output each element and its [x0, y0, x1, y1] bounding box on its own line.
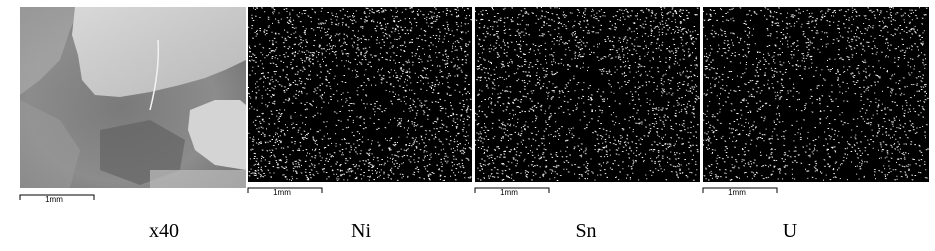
sem-image	[20, 7, 246, 188]
scale-bar	[702, 187, 778, 193]
panel-caption: U	[783, 220, 798, 242]
scale-bar	[474, 187, 550, 193]
panel-caption: Sn	[575, 220, 596, 242]
scale-label: 1mm	[500, 188, 518, 197]
panel-caption: Ni	[351, 220, 371, 242]
scale-bar	[247, 187, 323, 193]
panel-caption: x40	[149, 220, 179, 242]
element-dots	[703, 7, 929, 181]
scale-label: 1mm	[45, 195, 63, 204]
dot-maps	[248, 7, 929, 182]
scale-label: 1mm	[728, 188, 746, 197]
scale-bar	[19, 194, 95, 200]
element-dots	[248, 7, 472, 181]
scale-label: 1mm	[273, 188, 291, 197]
